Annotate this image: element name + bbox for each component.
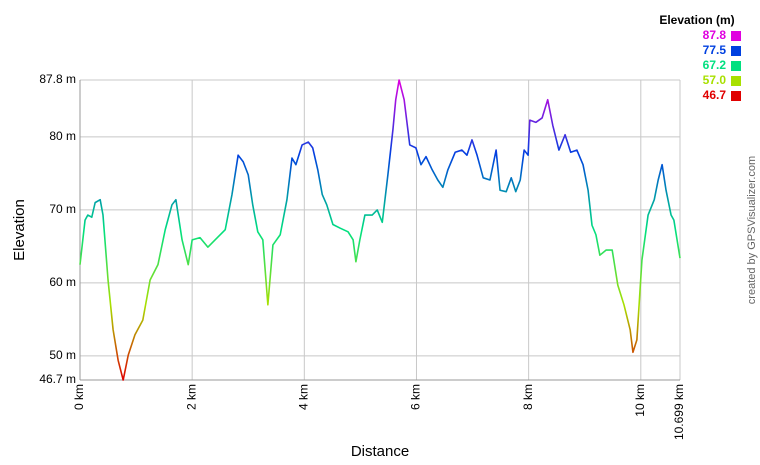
y-axis-label: Elevation xyxy=(11,199,28,261)
y-tick-label: 87.8 m xyxy=(39,72,76,86)
x-tick-label: 10 km xyxy=(633,384,647,417)
legend-swatch xyxy=(731,31,741,41)
x-tick-label: 2 km xyxy=(184,384,198,410)
y-tick-label: 70 m xyxy=(49,202,76,216)
legend-swatch xyxy=(731,61,741,71)
y-tick-label: 50 m xyxy=(49,348,76,362)
legend-title: Elevation (m) xyxy=(659,13,734,27)
legend-label: 67.2 xyxy=(703,58,727,72)
x-tick-label: 8 km xyxy=(521,384,535,410)
legend-swatch xyxy=(731,46,741,56)
legend-label: 57.0 xyxy=(703,73,727,87)
credit: created by GPSVisualizer.com xyxy=(746,156,758,304)
y-tick-label: 60 m xyxy=(49,275,76,289)
x-tick-label: 10.699 km xyxy=(672,384,686,440)
legend-swatch xyxy=(731,76,741,86)
x-tick-label: 0 km xyxy=(72,384,86,410)
x-tick-label: 6 km xyxy=(409,384,423,410)
elevation-line xyxy=(79,79,681,381)
legend-label: 77.5 xyxy=(703,43,727,57)
legend-swatch xyxy=(731,91,741,101)
y-tick-label: 80 m xyxy=(49,129,76,143)
x-tick-label: 4 km xyxy=(296,384,310,410)
legend-label: 87.8 xyxy=(703,28,727,42)
x-axis-label: Distance xyxy=(351,443,409,460)
y-tick-label: 46.7 m xyxy=(39,372,76,386)
legend-label: 46.7 xyxy=(703,88,727,102)
